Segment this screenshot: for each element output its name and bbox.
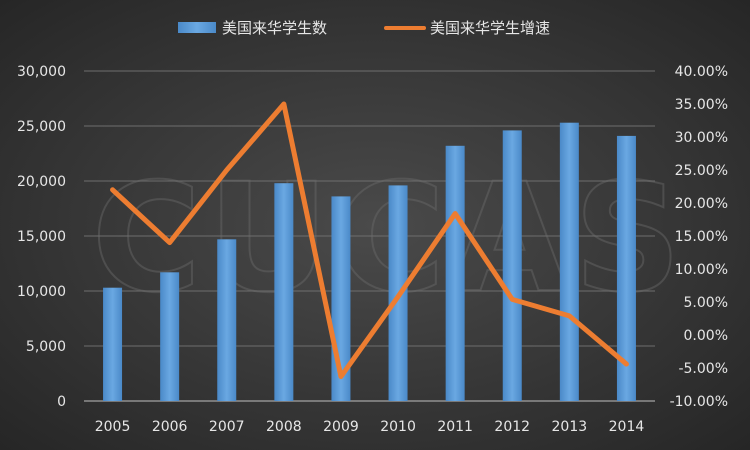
y-left-tick-label: 10,000 [17, 284, 66, 300]
x-tick-label: 2005 [95, 419, 131, 435]
y-right-tick-label: -10.00% [670, 394, 728, 410]
line-point-2014 [624, 362, 629, 367]
line-point-2013 [567, 313, 572, 318]
line-point-2007 [224, 168, 229, 172]
y-left-tick-label: 5,000 [26, 339, 66, 355]
line-point-2010 [396, 294, 401, 299]
bar-2014 [616, 135, 636, 401]
y-left-tick-label: 25,000 [17, 119, 66, 135]
y-right-tick-label: -5.00% [678, 361, 728, 377]
line-point-2005 [110, 187, 115, 192]
y-left-tick-label: 30,000 [17, 64, 66, 80]
y-right-tick-label: 40.00% [675, 64, 728, 80]
line-point-2011 [453, 211, 458, 216]
y-right-tick-label: 25.00% [675, 163, 728, 179]
legend-label-bar: 美国来华学生数 [222, 19, 327, 37]
bar-2008 [274, 183, 294, 401]
x-tick-label: 2006 [152, 419, 188, 435]
y-right-tick-label: 15.00% [675, 229, 728, 245]
y-left-tick-label: 15,000 [17, 229, 66, 245]
y-right-tick-label: 5.00% [684, 295, 728, 311]
y-right-tick-label: 0.00% [684, 328, 728, 344]
x-tick-label: 2009 [323, 419, 359, 435]
x-tick-label: 2013 [552, 419, 588, 435]
x-tick-label: 2010 [380, 419, 416, 435]
y-right-tick-label: 20.00% [675, 196, 728, 212]
bar-2013 [559, 122, 579, 401]
bar-2007 [217, 239, 237, 401]
line-point-2008 [281, 102, 286, 106]
x-tick-label: 2007 [209, 419, 245, 435]
x-tick-label: 2011 [437, 419, 473, 435]
legend-bar-swatch [178, 22, 216, 33]
watermark-text: CUCAS [91, 152, 687, 326]
x-tick-label: 2014 [609, 419, 645, 435]
bar-2012 [502, 130, 522, 401]
line-point-2006 [167, 240, 172, 245]
bar-2011 [445, 145, 465, 401]
x-tick-label: 2008 [266, 419, 302, 435]
line-point-2009 [338, 374, 343, 379]
y-right-tick-label: 30.00% [675, 130, 728, 146]
y-right-tick-label: 35.00% [675, 97, 728, 113]
legend-label-line: 美国来华学生增速 [430, 19, 550, 37]
x-tick-label: 2012 [494, 419, 530, 435]
y-left-tick-label: 0 [57, 394, 66, 410]
y-left-tick-label: 20,000 [17, 174, 66, 190]
y-right-tick-label: 10.00% [675, 262, 728, 278]
line-point-2012 [510, 297, 515, 302]
bar-2005 [103, 287, 123, 401]
growth-rate-line [110, 101, 629, 380]
bar-2006 [160, 272, 180, 401]
